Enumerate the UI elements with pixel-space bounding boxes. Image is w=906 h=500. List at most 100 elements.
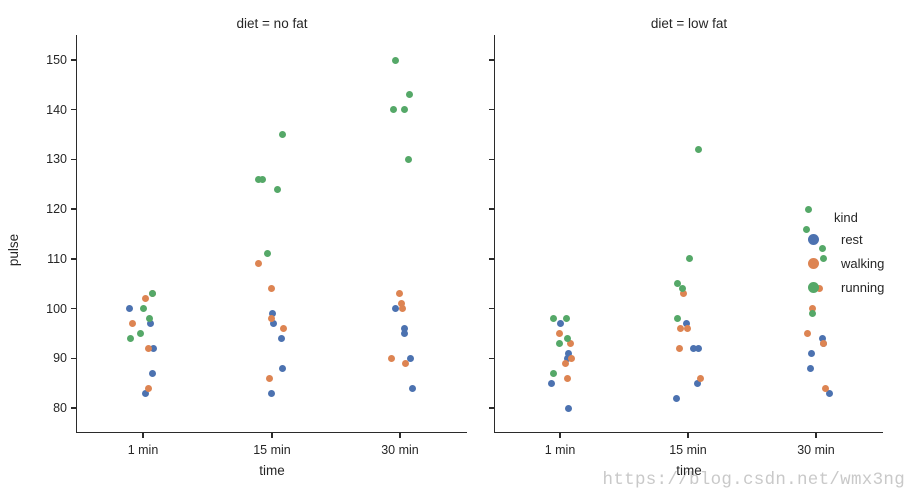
x-tick-label: 30 min (797, 443, 835, 457)
y-tick-label: 130 (46, 152, 67, 167)
data-point-walking (279, 324, 287, 332)
y-tickmark (70, 158, 76, 161)
y-tickmark (70, 307, 76, 310)
data-point-walking (401, 359, 409, 367)
x-tick-label: 15 min (669, 443, 707, 457)
data-point-running (679, 285, 687, 293)
data-point-running (264, 250, 272, 258)
data-point-walking (564, 374, 572, 382)
data-point-walking (267, 285, 275, 293)
data-point-running (674, 315, 682, 322)
y-tick-label: 110 (47, 251, 67, 266)
data-point-running (819, 245, 827, 253)
data-point-running (694, 145, 702, 153)
legend-label-rest: rest (841, 231, 863, 247)
data-point-walking (555, 329, 563, 337)
data-point-rest (548, 379, 556, 387)
legend: kind rest walking running (806, 209, 884, 299)
x-tick-label: 1 min (127, 443, 159, 457)
running-legend-marker-icon (808, 281, 819, 293)
y-axis-label: pulse (6, 233, 21, 267)
data-point-rest (146, 319, 154, 327)
y-tickmark (70, 258, 76, 260)
y-axis-spine (75, 35, 77, 433)
y-tickmark (70, 407, 76, 409)
data-point-walking (142, 295, 150, 303)
data-point-running (809, 310, 817, 318)
x-tick-label: 15 min (253, 443, 291, 457)
legend-label-running: running (841, 279, 885, 295)
x-axis-label-right: time (676, 463, 702, 478)
data-point-walking (676, 324, 684, 332)
data-point-walking (387, 354, 395, 362)
csdn-watermark: https://blog.csdn.net/wmx3ng (602, 470, 905, 490)
x-axis-spine (75, 431, 467, 433)
data-point-walking (679, 290, 687, 298)
data-point-rest (563, 354, 571, 362)
data-point-running (139, 305, 147, 313)
data-point-walking (144, 384, 152, 392)
y-tickmark (70, 357, 76, 359)
y-tick-label: 150 (46, 53, 67, 67)
data-point-rest (808, 349, 816, 357)
data-point-running (804, 205, 812, 213)
data-point-walking (562, 359, 569, 367)
x-tickmark (142, 433, 144, 438)
legend-entry-walking: walking (806, 251, 884, 275)
x-tickmark (559, 433, 561, 438)
y-tickmark (70, 208, 76, 210)
data-point-rest (406, 354, 414, 362)
legend-entry-running: running (806, 275, 884, 299)
data-point-running (254, 175, 262, 183)
data-point-walking (399, 305, 406, 313)
data-point-walking (815, 285, 823, 293)
data-point-walking (675, 344, 683, 352)
data-point-walking (568, 354, 576, 362)
data-point-rest (279, 364, 287, 372)
data-point-running (404, 155, 412, 163)
y-axis-spine (493, 35, 495, 433)
data-point-running (674, 280, 682, 288)
x-tick-label: 30 min (381, 443, 419, 457)
y-tickmark (488, 407, 494, 409)
x-tickmark (815, 433, 817, 438)
x-tickmark (399, 433, 401, 438)
y-tick-label: 120 (46, 202, 67, 217)
y-tick-label: 100 (46, 301, 67, 316)
data-point-walking (803, 329, 811, 337)
data-point-running (400, 106, 408, 114)
y-tickmark (488, 258, 494, 260)
data-point-running (555, 339, 563, 347)
x-tick-label: 1 min (544, 443, 576, 457)
y-tickmark (70, 109, 76, 111)
data-point-running (563, 315, 571, 322)
data-point-running (685, 255, 693, 263)
data-point-rest (400, 324, 408, 332)
data-point-rest (150, 344, 157, 352)
data-point-running (126, 334, 134, 342)
data-point-walking (696, 374, 704, 382)
data-point-running (136, 329, 144, 337)
legend-entry-rest: rest (806, 227, 884, 251)
x-tickmark (687, 433, 689, 438)
data-point-running (549, 369, 557, 377)
data-point-running (389, 106, 397, 114)
y-tickmark (488, 357, 494, 359)
data-point-walking (398, 300, 406, 308)
data-point-rest (141, 389, 149, 397)
data-point-walking (566, 339, 574, 347)
legend-label-walking: walking (841, 255, 885, 271)
data-point-rest (683, 319, 691, 327)
data-point-running (802, 225, 810, 233)
data-point-rest (806, 364, 814, 372)
facet-title-no-fat: diet = no fat (236, 16, 308, 31)
x-axis-label-left: time (259, 463, 285, 478)
data-point-rest (694, 379, 702, 387)
legend-title: kind (834, 210, 858, 225)
data-point-rest (673, 394, 681, 402)
y-tickmark (70, 59, 76, 61)
y-tick-label: 90 (53, 351, 67, 366)
x-tickmark (271, 433, 273, 438)
data-point-running (564, 334, 572, 342)
